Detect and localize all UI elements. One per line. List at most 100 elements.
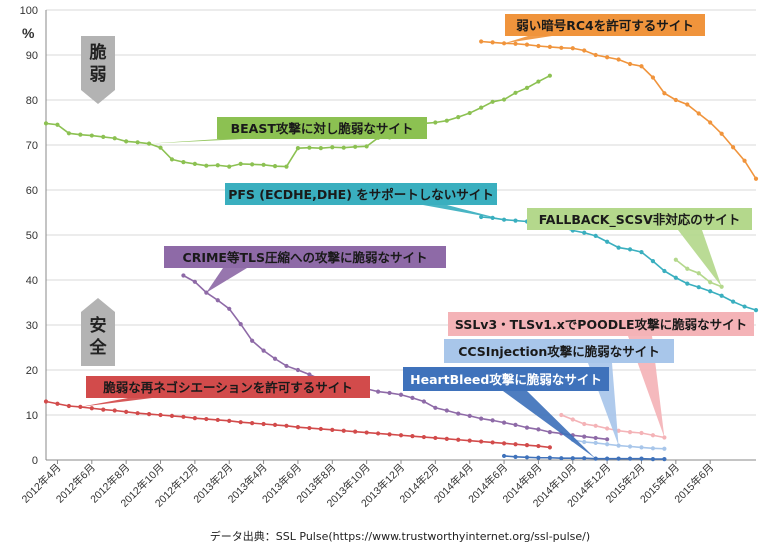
- series-point: [627, 456, 633, 461]
- series-point: [158, 412, 163, 418]
- series-point: [192, 416, 197, 421]
- series-point: [307, 425, 312, 431]
- y-tick-100: 100: [20, 5, 38, 17]
- series-point: [593, 52, 598, 58]
- series-point: [318, 146, 323, 151]
- series-point: [742, 158, 747, 163]
- series-point: [215, 163, 220, 168]
- callout-box-6: [444, 339, 674, 363]
- series-point: [685, 102, 690, 107]
- series-point: [662, 268, 667, 274]
- callout-text-1: BEAST攻撃に対し脆弱なサイト: [231, 121, 414, 136]
- series-point: [353, 429, 358, 434]
- series-point: [582, 48, 587, 53]
- series-point: [547, 430, 552, 435]
- series-point: [227, 418, 232, 423]
- y-tick-80: 80: [26, 95, 38, 107]
- series-point: [513, 422, 518, 427]
- series-point: [295, 146, 301, 151]
- series-point: [479, 416, 484, 421]
- callout-text-4: CRIME等TLS圧縮への攻撃に脆弱なサイト: [183, 250, 428, 265]
- series-point: [570, 456, 575, 461]
- series-point: [730, 145, 736, 150]
- series-point: [627, 444, 633, 449]
- series-point: [559, 456, 564, 461]
- series-point: [662, 457, 667, 462]
- series-point: [375, 431, 381, 436]
- callout-pointer-7: [503, 391, 596, 459]
- series-point: [341, 428, 346, 433]
- series-point: [536, 443, 541, 449]
- series-point: [559, 412, 564, 418]
- series-point: [89, 406, 94, 411]
- series-point: [387, 432, 392, 437]
- series-point: [547, 73, 552, 78]
- series-point: [250, 338, 255, 343]
- series-point: [582, 456, 587, 461]
- series-point: [261, 421, 266, 427]
- data-source: データ出典：SSL Pulse(https://www.trustworthyi…: [210, 529, 590, 543]
- series-point: [605, 456, 610, 461]
- series-point: [295, 367, 301, 373]
- callout-box-1: [217, 117, 427, 139]
- series-point: [158, 145, 163, 150]
- series-point: [398, 433, 404, 438]
- series-point: [410, 395, 415, 400]
- series-point: [66, 403, 72, 409]
- secure-arrow-shape: [81, 298, 115, 366]
- series-point: [513, 90, 518, 95]
- series-point: [192, 161, 197, 166]
- series-3: [673, 257, 724, 289]
- series-point: [89, 133, 94, 138]
- series-point: [421, 434, 427, 440]
- series-point: [570, 417, 575, 422]
- series-point: [284, 423, 289, 428]
- series-point: [204, 163, 209, 168]
- series-point: [43, 121, 49, 126]
- series-point: [605, 426, 610, 431]
- callout-7: HeartBleed攻撃に脆弱なサイト: [403, 367, 609, 459]
- series-point: [673, 275, 678, 280]
- series-point: [398, 392, 404, 397]
- callout-pointer-4: [206, 268, 247, 293]
- series-point: [582, 421, 587, 427]
- callout-box-7: [403, 367, 609, 391]
- series-point: [272, 356, 278, 361]
- callout-box-3: [527, 208, 752, 230]
- series-point: [582, 230, 587, 235]
- series-point: [307, 372, 312, 377]
- series-point: [696, 285, 701, 290]
- series-point: [593, 435, 598, 441]
- series-point: [112, 408, 117, 413]
- series-point: [536, 43, 541, 49]
- series-point: [513, 454, 518, 459]
- series-point: [467, 438, 472, 443]
- callout-8: 脆弱な再ネゴシエーションを許可するサイト: [80, 376, 370, 407]
- y-tick-20: 20: [26, 365, 38, 377]
- series-point: [261, 348, 266, 353]
- series-point: [650, 75, 656, 80]
- series-point: [353, 144, 358, 149]
- y-tick-labels: 0 10 20 30 40 50 60 70 80 90 100: [20, 5, 38, 467]
- callout-pointer-1: [149, 139, 244, 144]
- series-point: [605, 437, 610, 442]
- series-point: [524, 425, 530, 430]
- series-point: [513, 41, 518, 46]
- series-point: [124, 139, 129, 144]
- series-point: [238, 161, 243, 166]
- series-point: [261, 162, 266, 167]
- series-point: [753, 176, 759, 181]
- callout-pointer-2: [423, 205, 505, 220]
- series-point: [181, 160, 186, 165]
- series-point: [146, 412, 152, 417]
- series-point: [639, 445, 644, 450]
- series-point: [444, 408, 449, 413]
- series-point: [421, 399, 427, 404]
- series-point: [616, 456, 621, 461]
- callout-text-0: 弱い暗号RC4を許可するサイト: [516, 18, 694, 33]
- series-point: [78, 132, 83, 137]
- series-point: [547, 44, 552, 50]
- y-tick-70: 70: [26, 140, 38, 152]
- series-point: [215, 298, 220, 303]
- series-point: [479, 105, 484, 110]
